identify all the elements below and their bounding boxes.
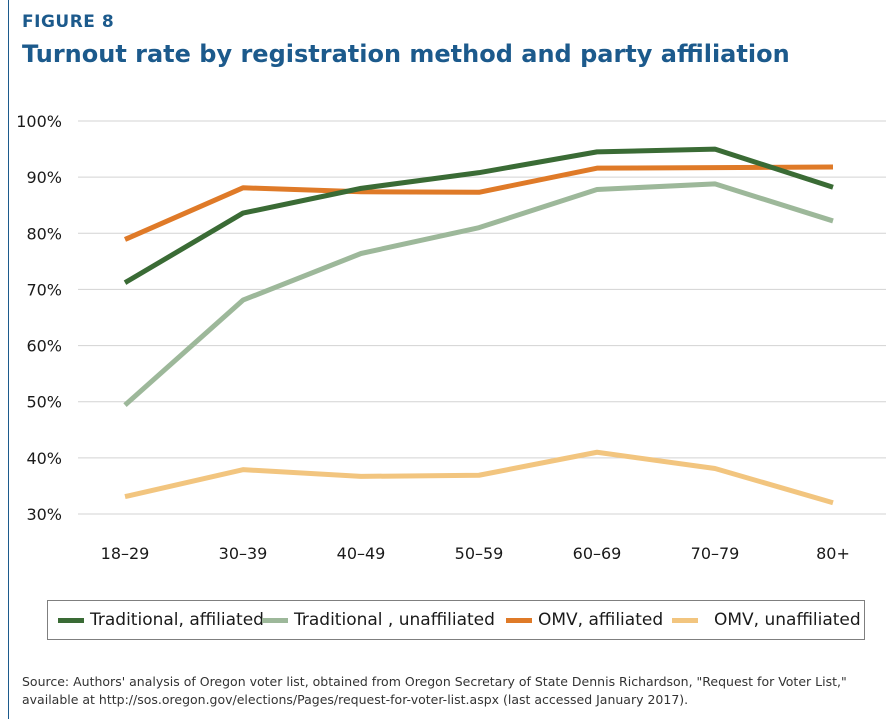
legend-item-omv-unaffiliated: OMV, unaffiliated xyxy=(672,609,861,631)
figure-title: Turnout rate by registration method and … xyxy=(22,40,790,68)
y-tick-label: 100% xyxy=(16,112,62,131)
x-tick-label: 40–49 xyxy=(337,544,386,563)
x-axis-ticks: 18–29 30–39 40–49 50–59 60–69 70–79 80+ xyxy=(101,544,850,563)
series-line-omv-affiliated xyxy=(123,164,834,242)
figure-label: FIGURE 8 xyxy=(22,12,115,32)
y-tick-label: 30% xyxy=(26,505,62,524)
y-axis-ticks: 30% 40% 50% 60% 70% 80% 90% 100% xyxy=(16,112,62,524)
series-line-traditional-unaffiliated xyxy=(123,181,834,407)
y-tick-label: 90% xyxy=(26,168,62,187)
legend-item-omv-affiliated: OMV, affiliated xyxy=(506,609,663,631)
source-note: Source: Authors' analysis of Oregon vote… xyxy=(22,673,882,709)
x-tick-label: 18–29 xyxy=(101,544,150,563)
source-line-1: Source: Authors' analysis of Oregon vote… xyxy=(22,674,847,689)
legend-swatch xyxy=(262,617,288,623)
x-tick-label: 70–79 xyxy=(691,544,740,563)
x-tick-label: 30–39 xyxy=(219,544,268,563)
legend: Traditional, affiliated Traditional , un… xyxy=(47,600,865,640)
legend-label: Traditional , unaffiliated xyxy=(294,610,495,630)
legend-label: OMV, unaffiliated xyxy=(714,610,861,630)
y-tick-label: 80% xyxy=(26,224,62,243)
legend-item-traditional-affiliated: Traditional, affiliated xyxy=(58,609,264,631)
x-tick-label: 60–69 xyxy=(573,544,622,563)
legend-swatch xyxy=(58,617,84,623)
grid-lines xyxy=(78,120,886,515)
source-line-2: available at http://sos.oregon.gov/elect… xyxy=(22,692,689,707)
legend-label: OMV, affiliated xyxy=(538,610,664,630)
legend-label: Traditional, affiliated xyxy=(90,610,264,630)
legend-item-traditional-unaffiliated: Traditional , unaffiliated xyxy=(262,609,495,631)
series-lines xyxy=(123,146,834,506)
series-line-omv-unaffiliated xyxy=(124,449,834,506)
legend-swatch xyxy=(672,617,698,623)
figure-frame xyxy=(8,0,889,719)
x-tick-label: 80+ xyxy=(816,544,850,563)
y-tick-label: 70% xyxy=(26,280,62,299)
line-chart: 30% 40% 50% 60% 70% 80% 90% 100% 18–29 30–39 40–4… xyxy=(16,112,886,563)
series-line-traditional-affiliated xyxy=(123,146,834,285)
legend-swatch xyxy=(506,617,532,623)
x-tick-label: 50–59 xyxy=(455,544,504,563)
y-tick-label: 50% xyxy=(26,393,62,412)
y-tick-label: 60% xyxy=(26,337,62,356)
y-tick-label: 40% xyxy=(26,449,62,468)
